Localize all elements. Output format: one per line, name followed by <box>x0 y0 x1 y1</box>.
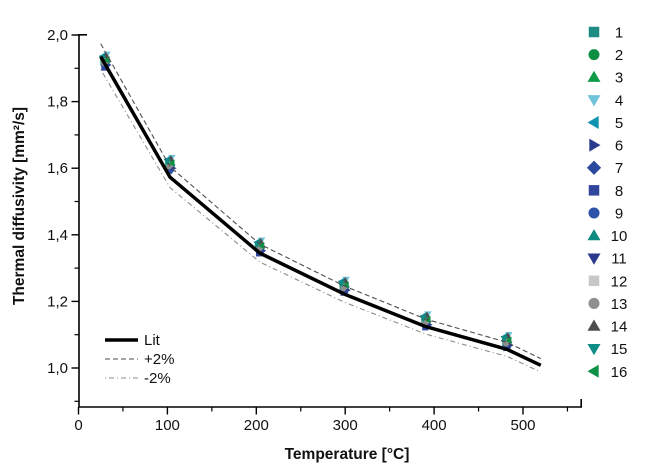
legend-marker-triangle-up <box>587 229 601 241</box>
legend-marker-triangle-down <box>587 343 601 356</box>
legend-item-label: 10 <box>611 228 628 245</box>
legend-item-label: 9 <box>615 205 623 222</box>
y-axis-title: Thermal diffusivity [mm²/s] <box>11 107 28 305</box>
legend-item-2: 2 <box>588 47 623 64</box>
legend-marker-triangle-left <box>587 115 599 129</box>
data-point-series-16 <box>257 242 265 250</box>
legend-item-5: 5 <box>587 115 623 132</box>
x-tick-label: 400 <box>422 417 447 434</box>
legend-inner-label: Lit <box>144 332 161 349</box>
legend-item-3: 3 <box>587 70 623 87</box>
legend-marker-square <box>588 275 600 287</box>
y-tick-label: 1,6 <box>47 160 68 177</box>
data-point-series-16 <box>505 336 512 345</box>
legend-marker-triangle-up <box>587 319 601 331</box>
legend-marker-circle <box>588 207 600 219</box>
y-tick-label: 1,8 <box>47 94 68 111</box>
legend-item-label: 12 <box>611 273 628 290</box>
legend-marker-square <box>588 26 600 38</box>
legend-item-16: 16 <box>587 364 627 381</box>
legend-item-label: 2 <box>615 47 623 64</box>
legend-item-7: 7 <box>586 160 623 177</box>
y-tick-label: 2,0 <box>47 27 68 44</box>
data-point-series-16 <box>103 56 110 64</box>
legend-item-label: 7 <box>615 160 623 177</box>
legend-item-label: 15 <box>611 341 628 358</box>
legend-item-10: 10 <box>587 228 627 245</box>
legend-item-14: 14 <box>587 319 627 336</box>
legend-item-4: 4 <box>587 92 623 109</box>
y-tick-label: 1,2 <box>47 293 68 310</box>
x-axis-title: Temperature [°C] <box>285 446 410 463</box>
legend-inner-label: +2% <box>144 351 174 368</box>
data-points <box>98 51 514 352</box>
error-bars <box>102 54 510 350</box>
legend-item-label: 3 <box>615 70 623 87</box>
legend-item-label: 16 <box>611 364 628 381</box>
data-point-series-15 <box>419 315 428 322</box>
legend-item-8: 8 <box>588 183 623 200</box>
data-point-series-16 <box>168 159 175 167</box>
legend-marker-triangle-down <box>587 95 601 107</box>
x-tick-label: 100 <box>155 417 180 434</box>
legend-item-label: 1 <box>615 25 623 42</box>
legend-inner-label: -2% <box>144 370 171 387</box>
data-point-series-15 <box>500 336 509 343</box>
legend-marker-triangle-right <box>589 138 601 152</box>
x-tick-label: 200 <box>244 417 269 434</box>
lit-line <box>99 55 542 367</box>
legend-marker-triangle-down <box>587 253 601 265</box>
legend-marker-square <box>588 185 600 196</box>
legend-item-label: 14 <box>611 319 628 336</box>
x-tick-label: 0 <box>74 417 82 434</box>
x-tick-label: 300 <box>333 417 358 434</box>
legend-marker-circle <box>588 49 600 61</box>
legend-item-15: 15 <box>587 341 627 358</box>
legend-inner: Lit +2% -2% <box>105 332 174 387</box>
reference-lines <box>99 43 542 373</box>
legend-item-label: 11 <box>611 251 627 268</box>
x-tick-label: 500 <box>510 417 535 434</box>
legend-item-12: 12 <box>588 273 628 290</box>
legend-item-label: 13 <box>611 296 628 313</box>
data-point-series-15 <box>337 280 346 288</box>
legend-item-11: 11 <box>587 251 627 268</box>
data-point-series-15 <box>163 158 172 166</box>
legend-item-label: 8 <box>615 183 623 200</box>
legend-item-1: 1 <box>588 25 623 42</box>
legend-item-13: 13 <box>588 296 627 313</box>
plus-2pct-line <box>100 43 542 360</box>
minus-2pct-line <box>100 69 542 373</box>
axes: 0 100 200 300 400 500 1,0 1,2 1,4 1,6 1,8 2,0 <box>47 27 583 434</box>
y-tick-label: 1,0 <box>47 360 68 377</box>
legend-item-label: 4 <box>615 92 623 109</box>
legend-item-label: 6 <box>615 138 623 155</box>
legend-marker-diamond <box>586 160 602 175</box>
legend-item-6: 6 <box>589 138 623 155</box>
y-tick-label: 1,4 <box>47 227 68 244</box>
legend-marker-triangle-up <box>587 70 601 82</box>
legend-item-9: 9 <box>588 205 623 222</box>
legend-item-label: 5 <box>615 115 623 132</box>
legend-marker-triangle-left <box>587 364 599 378</box>
legend-marker-circle <box>588 297 600 309</box>
